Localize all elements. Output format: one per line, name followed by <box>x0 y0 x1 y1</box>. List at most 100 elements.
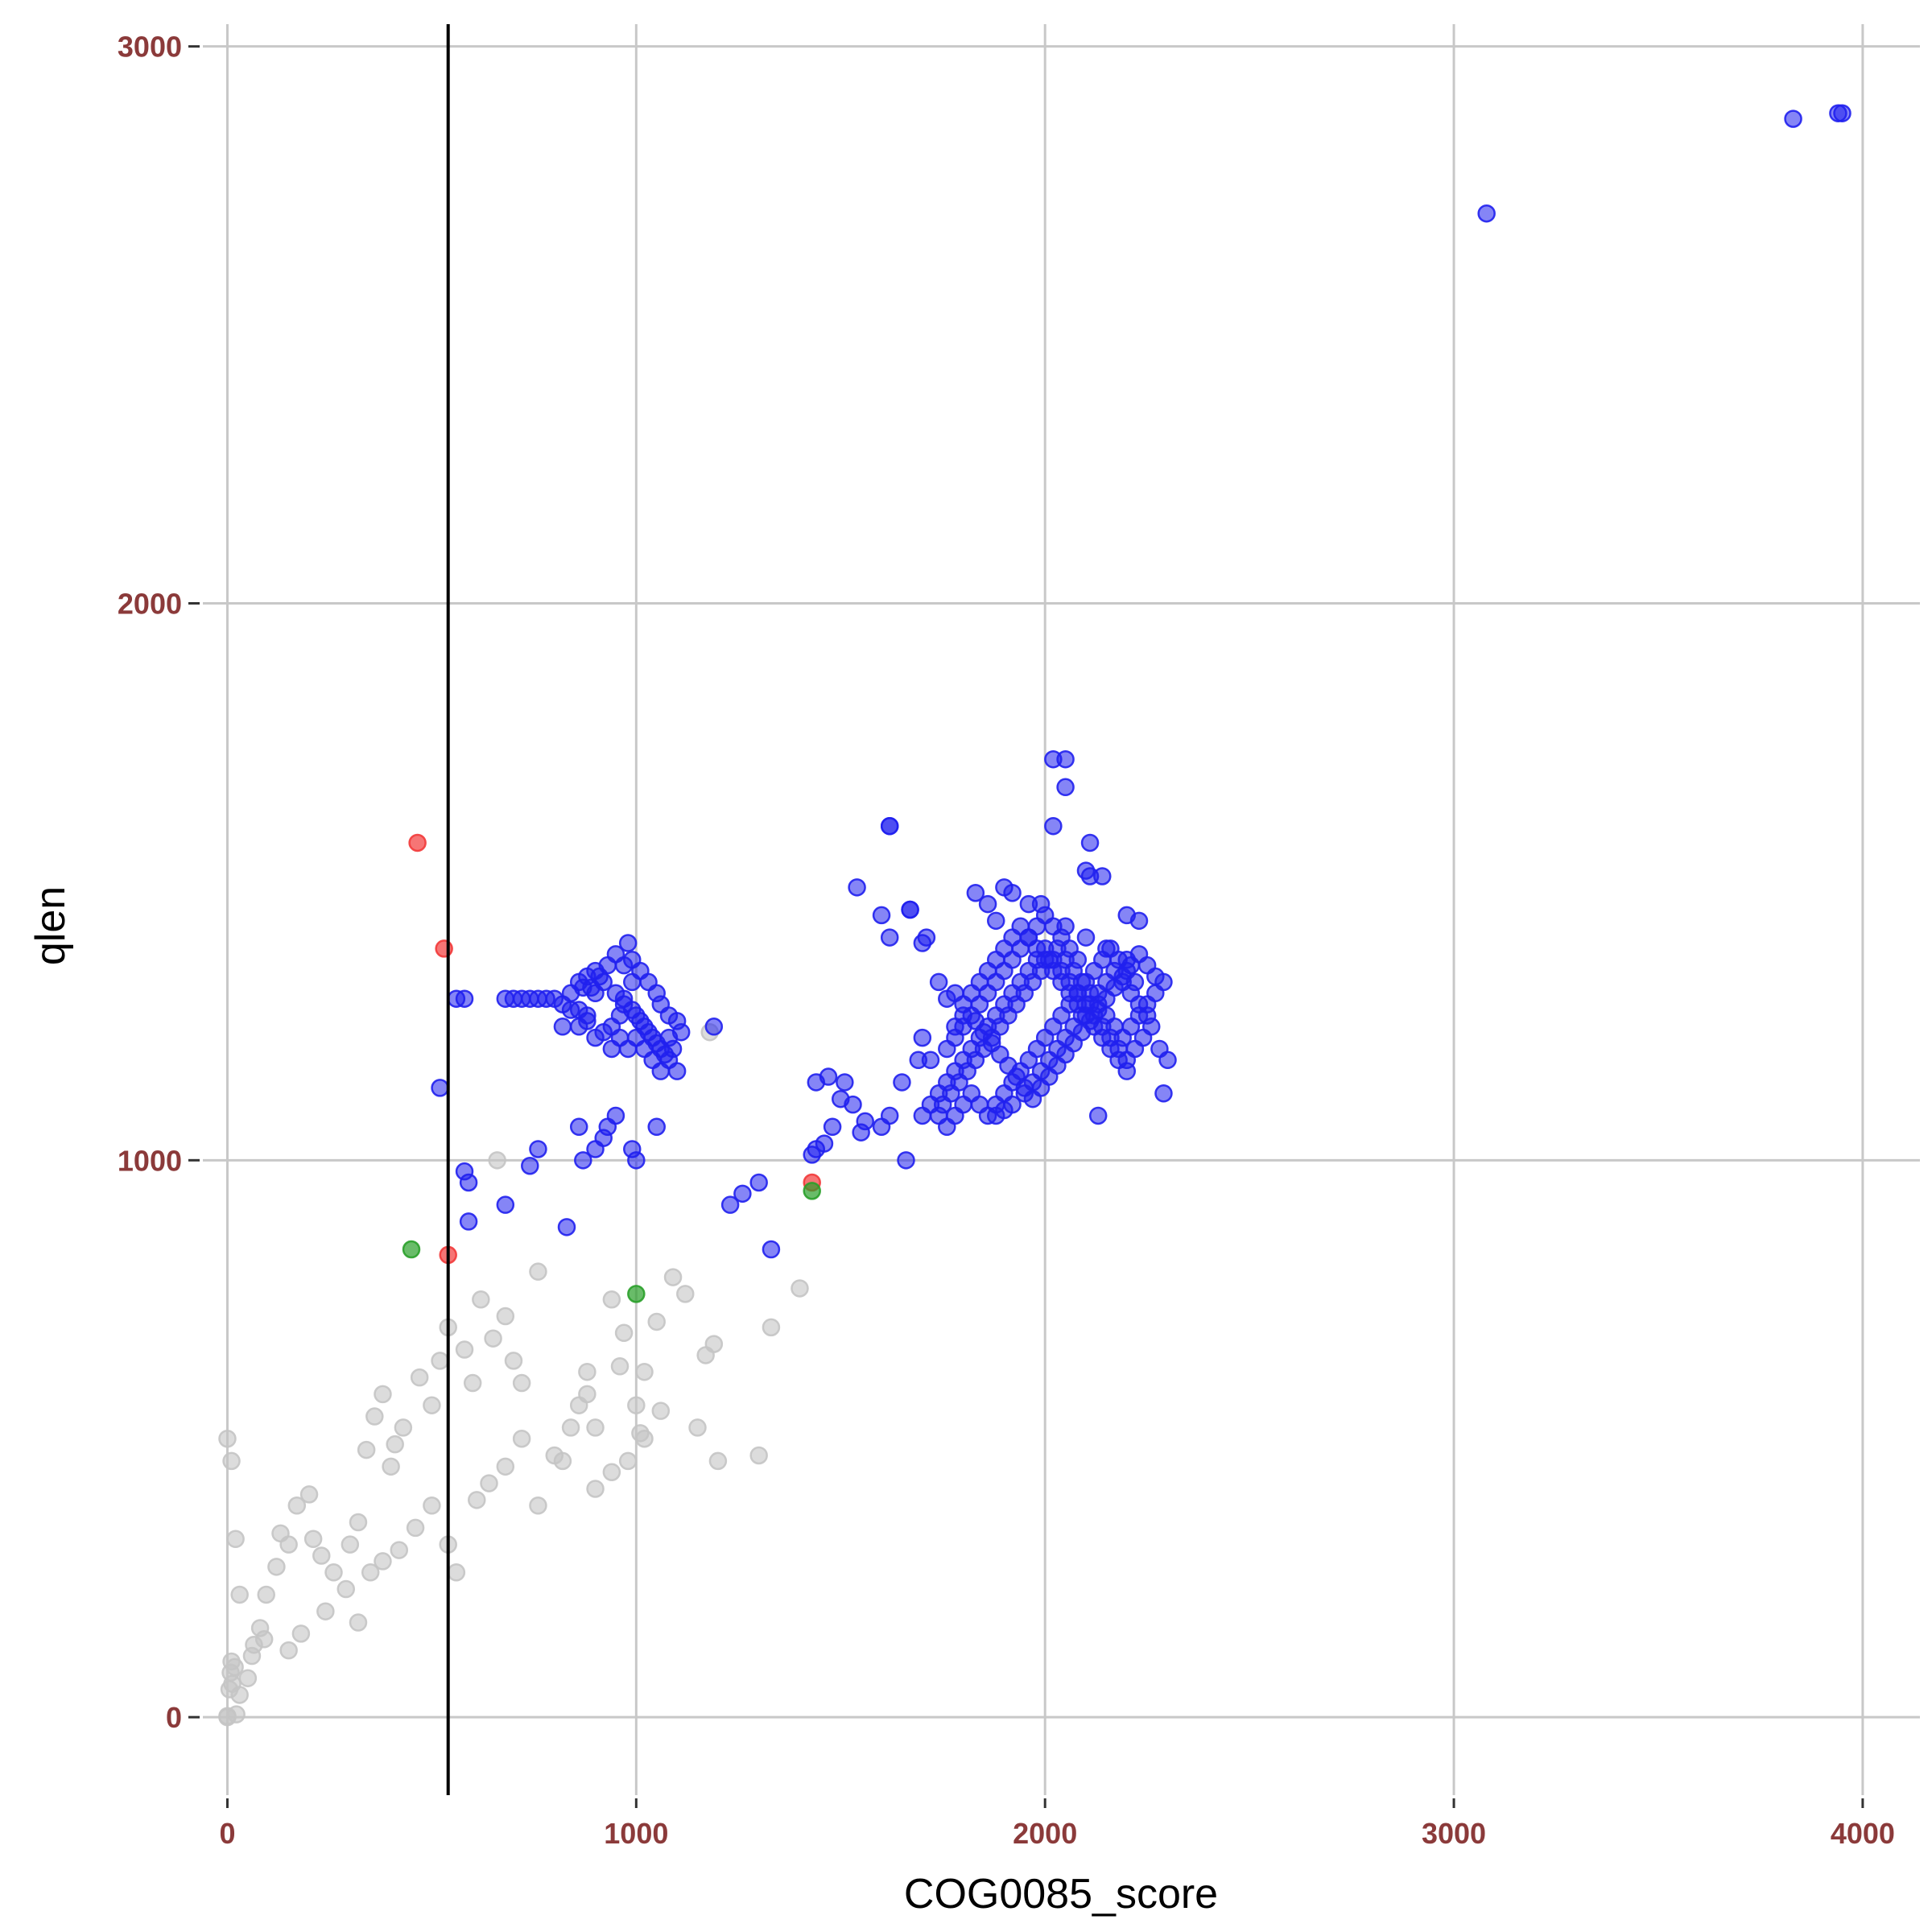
data-point-gray <box>704 1335 724 1353</box>
data-point-gray <box>496 1307 515 1326</box>
data-point-blue <box>1477 204 1496 223</box>
data-point-blue <box>966 883 985 902</box>
data-point-gray <box>238 1669 258 1687</box>
data-point-gray <box>749 1446 768 1465</box>
data-point-gray <box>602 1290 621 1309</box>
x-tick-label: 4000 <box>1831 1817 1895 1850</box>
data-point-blue <box>1833 104 1852 122</box>
data-point-blue <box>832 1089 850 1108</box>
data-point-blue <box>1784 109 1802 128</box>
data-point-gray <box>374 1552 392 1571</box>
data-point-blue <box>1044 816 1063 836</box>
data-point-green <box>803 1182 821 1200</box>
data-point-gray <box>349 1513 368 1532</box>
data-point-gray <box>431 1352 449 1370</box>
data-point-blue <box>880 816 899 836</box>
data-point-blue <box>1003 1095 1022 1114</box>
data-point-gray <box>586 1418 605 1437</box>
data-point-gray <box>410 1368 429 1387</box>
data-point-gray <box>382 1457 400 1476</box>
data-point-gray <box>553 1451 572 1471</box>
data-point-blue <box>1146 967 1165 986</box>
data-point-gray <box>647 1312 666 1331</box>
data-point-blue <box>909 1051 927 1070</box>
data-point-blue <box>1068 951 1088 969</box>
data-point-gray <box>651 1402 671 1420</box>
data-point-gray <box>578 1385 597 1404</box>
x-tick-label: 3000 <box>1422 1817 1486 1850</box>
data-point-blue <box>1003 883 1022 902</box>
data-point-blue <box>704 1018 724 1036</box>
data-point-blue <box>720 1195 740 1214</box>
grid-lines <box>203 24 1920 1795</box>
data-point-blue <box>836 1073 854 1092</box>
data-point-gray <box>336 1579 355 1599</box>
data-point-gray <box>635 1429 654 1448</box>
data-point-blue <box>848 878 866 897</box>
data-point-gray <box>496 1457 515 1476</box>
data-point-gray <box>230 1686 249 1704</box>
data-point-blue <box>807 1073 826 1092</box>
data-point-blue <box>929 972 948 992</box>
data-point-blue <box>733 1184 752 1203</box>
data-point-blue <box>647 1117 666 1137</box>
data-point-blue <box>897 1151 915 1170</box>
data-point-blue <box>574 1151 592 1170</box>
data-point-blue <box>569 972 588 992</box>
data-point-blue <box>856 1112 874 1131</box>
data-point-blue <box>667 1062 687 1080</box>
x-tick-label: 0 <box>219 1817 235 1850</box>
data-point-blue <box>986 911 1005 931</box>
data-point-gray <box>676 1285 695 1303</box>
data-point-blue <box>671 1022 691 1042</box>
data-point-gray <box>529 1262 547 1281</box>
data-point-gray <box>357 1440 376 1459</box>
data-point-blue <box>553 1018 572 1036</box>
data-point-gray <box>267 1558 286 1576</box>
data-point-gray <box>299 1485 319 1504</box>
data-point-gray <box>303 1530 323 1549</box>
data-point-blue <box>431 1079 449 1097</box>
data-point-gray <box>484 1329 502 1348</box>
data-point-blue <box>1154 1084 1173 1103</box>
data-point-blue <box>614 989 634 1008</box>
data-point-blue <box>553 995 572 1013</box>
data-point-blue <box>872 906 891 925</box>
data-point-blue <box>606 1106 625 1125</box>
data-point-blue <box>803 1146 821 1164</box>
data-point-gray <box>225 1657 244 1677</box>
data-point-blue <box>1129 911 1149 931</box>
data-point-blue <box>557 1218 576 1236</box>
y-tick-label: 0 <box>166 1701 182 1734</box>
data-point-blue <box>586 1028 605 1047</box>
data-point-blue <box>459 1212 478 1231</box>
data-point-gray <box>455 1340 474 1359</box>
data-point-gray <box>279 1641 298 1660</box>
y-tick-label: 3000 <box>118 31 182 64</box>
data-point-gray <box>291 1624 311 1643</box>
data-point-gray <box>578 1362 597 1381</box>
x-tick-label: 1000 <box>604 1817 668 1850</box>
data-point-blue <box>749 1173 768 1192</box>
data-point-blue <box>618 934 638 952</box>
data-point-gray <box>279 1535 298 1554</box>
data-point-gray <box>627 1396 646 1414</box>
data-point-gray <box>324 1563 343 1582</box>
data-point-blue <box>455 989 474 1008</box>
data-point-blue <box>1056 778 1075 797</box>
data-point-blue <box>521 1156 539 1175</box>
data-point-gray <box>230 1585 249 1604</box>
data-point-gray <box>688 1418 707 1437</box>
data-point-blue <box>913 934 932 952</box>
data-point-gray <box>618 1451 638 1471</box>
data-point-blue <box>913 1106 932 1125</box>
data-point-blue <box>880 1106 899 1125</box>
data-point-gray <box>463 1373 482 1393</box>
data-point-gray <box>222 1451 241 1471</box>
data-point-gray <box>602 1463 621 1481</box>
data-point-gray <box>287 1496 307 1515</box>
data-point-gray <box>242 1646 262 1666</box>
data-point-blue <box>978 894 997 914</box>
data-point-gray <box>406 1518 425 1538</box>
